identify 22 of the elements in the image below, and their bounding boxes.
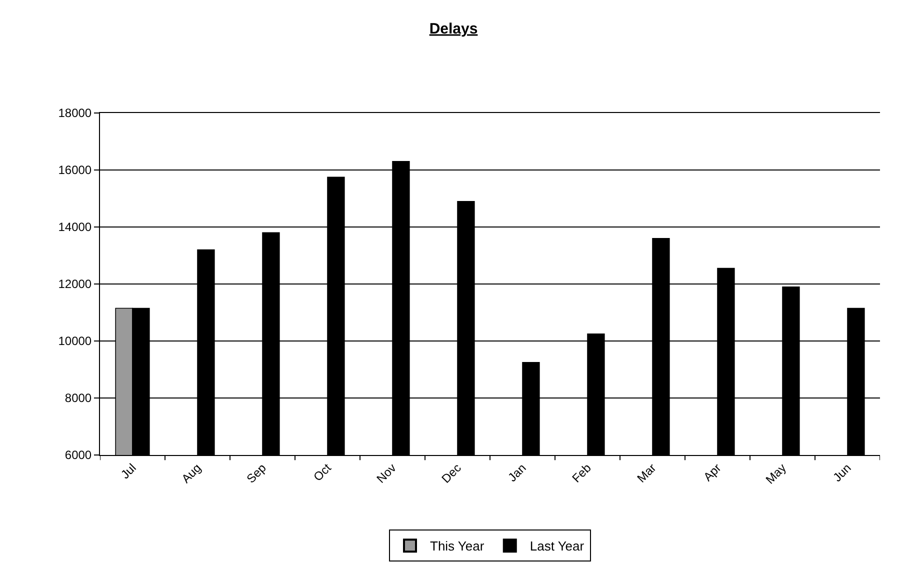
chart-title: Delays (429, 20, 478, 38)
x-tick-label: Jan (505, 460, 529, 484)
x-tick-label: Feb (569, 460, 594, 486)
x-tick-label: Jul (118, 460, 139, 482)
x-tick-label: Oct (310, 460, 334, 484)
legend-label: This Year (430, 538, 485, 554)
y-tick-label: 16000 (58, 163, 92, 178)
y-tick-label: 6000 (64, 448, 92, 462)
y-tick-label: 14000 (58, 220, 92, 234)
x-tick-label: May (762, 460, 789, 487)
legend-label: Last Year (530, 538, 585, 554)
x-tick-label: Sep (244, 460, 270, 486)
x-tick-label: Mar (634, 460, 659, 486)
y-tick-label: 18000 (58, 106, 92, 120)
y-tick-label: 8000 (64, 391, 92, 406)
x-tick-label: Apr (700, 460, 724, 484)
x-tick-label: Dec (438, 460, 464, 486)
x-tick-label: Jun (830, 460, 854, 484)
x-tick-label: Aug (178, 460, 204, 486)
y-tick-label: 10000 (58, 334, 92, 348)
y-tick-label: 12000 (58, 277, 92, 292)
x-tick-label: Nov (374, 460, 399, 486)
